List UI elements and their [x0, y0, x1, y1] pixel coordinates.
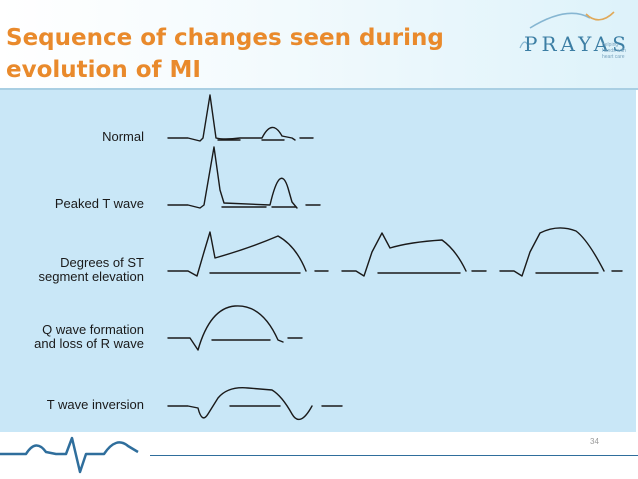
ecg-st-elevation-trace-2 — [341, 232, 467, 277]
slide-title: Sequence of changes seen during evolutio… — [6, 22, 444, 86]
label-peaked-t-wave: Peaked T wave — [54, 196, 144, 211]
ecg-st-elevation-trace-3 — [499, 227, 605, 277]
label-t-wave-inversion: T wave inversion — [46, 397, 144, 412]
slide-header — [0, 0, 638, 90]
ecg-normal-trace — [167, 94, 296, 142]
logo-text: PRAYAS — [524, 32, 630, 56]
label-q-wave-formation: Q wave formation and loss of R wave — [34, 322, 144, 351]
ecg-traces — [167, 94, 623, 421]
ecg-t-inversion-trace — [167, 387, 313, 421]
logo-swoosh-icon — [519, 11, 615, 49]
prayas-logo: PRAYAS helping hands with heart care — [516, 8, 632, 74]
label-st-elevation: Degrees of ST segment elevation — [38, 255, 144, 284]
logo-tagline: helping hands with heart care — [602, 42, 626, 60]
ecg-peaked-t-trace — [167, 146, 298, 209]
title-line-2: evolution of MI — [6, 57, 201, 83]
ecg-figure-panel — [0, 90, 636, 432]
footer-divider — [150, 455, 638, 456]
footer-ecg-icon — [0, 436, 139, 474]
ecg-st-elevation-trace-1 — [167, 231, 307, 277]
header-divider — [0, 88, 638, 90]
page-number: 34 — [590, 437, 599, 446]
title-line-1: Sequence of changes seen during — [6, 25, 444, 51]
ecg-q-wave-trace — [167, 305, 284, 351]
label-normal: Normal — [102, 129, 144, 144]
